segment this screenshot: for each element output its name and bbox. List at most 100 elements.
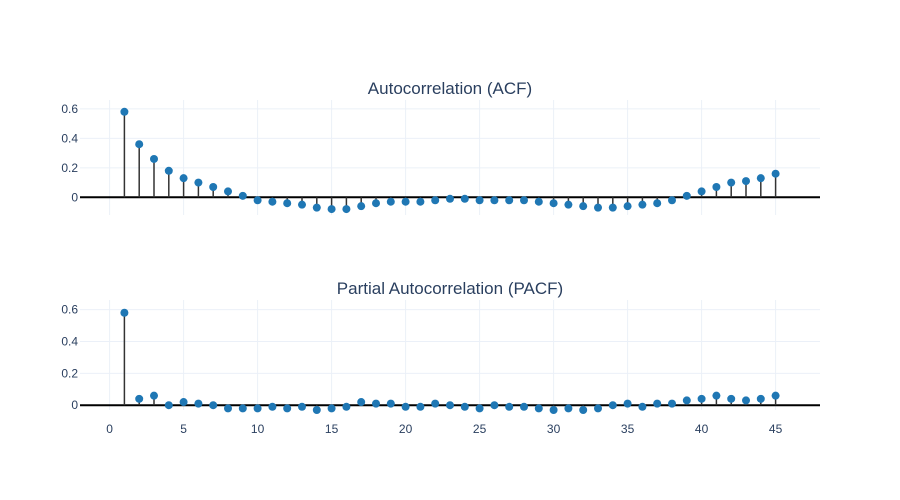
pacf-point — [164, 401, 173, 410]
acf-ytick-label: 0.6 — [61, 102, 78, 116]
acf-title: Autocorrelation (ACF) — [368, 79, 532, 98]
pacf-point — [564, 404, 573, 413]
acf-point — [579, 202, 588, 211]
pacf-point — [209, 401, 218, 410]
pacf-point — [534, 404, 543, 413]
acf-point — [475, 196, 484, 205]
acf-point — [253, 196, 262, 205]
pacf-point — [682, 396, 691, 405]
pacf-xtick-label: 20 — [399, 422, 413, 436]
pacf-xtick-label: 30 — [547, 422, 561, 436]
acf-point — [401, 197, 410, 206]
pacf-xtick-label: 0 — [106, 422, 113, 436]
acf-point — [520, 196, 528, 205]
pacf-point — [416, 402, 425, 411]
acf-point — [638, 200, 647, 209]
acf-ytick-label: 0 — [71, 190, 78, 204]
pacf-point — [431, 399, 440, 408]
pacf-point — [594, 404, 602, 413]
acf-point — [564, 200, 573, 209]
pacf-point — [283, 404, 292, 413]
pacf-point — [312, 406, 321, 414]
acf-point — [327, 205, 336, 214]
acf-point — [623, 202, 632, 211]
acf-point — [357, 202, 366, 211]
pacf-point — [401, 402, 410, 411]
pacf-xtick-label: 15 — [325, 422, 339, 436]
acf-point — [238, 191, 247, 200]
acf-point — [727, 178, 736, 187]
pacf-point — [475, 404, 484, 413]
pacf-point — [238, 404, 247, 413]
pacf-point — [224, 404, 232, 413]
acf-point — [209, 182, 218, 191]
acf-point — [431, 196, 440, 205]
pacf-xtick-label: 5 — [180, 422, 187, 436]
acf-point — [298, 200, 306, 209]
pacf-point — [638, 402, 647, 411]
acf-point — [756, 174, 765, 183]
acf-ytick-label: 0.4 — [61, 131, 78, 145]
pacf-point — [120, 308, 129, 317]
acf-point — [608, 203, 617, 212]
pacf-point — [446, 401, 454, 410]
pacf-point — [342, 402, 351, 411]
pacf-ytick-label: 0.2 — [61, 366, 78, 380]
acf-point — [120, 107, 129, 116]
acf-point — [697, 187, 706, 196]
acf-point — [534, 197, 543, 206]
pacf-point — [668, 399, 676, 408]
acf-point — [460, 194, 469, 203]
acf-point — [283, 199, 292, 208]
pacf-point — [742, 396, 750, 405]
pacf-point — [520, 402, 528, 411]
acf-point — [653, 199, 662, 208]
acf-point — [179, 174, 188, 183]
pacf-ytick-label: 0.6 — [61, 303, 78, 317]
pacf-panel: Partial Autocorrelation (PACF) 0 0.2 0.4 0.… — [61, 279, 820, 436]
acf-point — [312, 203, 321, 212]
acf-point — [372, 199, 380, 208]
pacf-point — [135, 394, 144, 403]
pacf-point — [179, 398, 188, 407]
pacf-point — [771, 391, 780, 400]
pacf-point — [372, 399, 380, 408]
acf-point — [712, 182, 721, 191]
pacf-point — [727, 394, 736, 403]
pacf-point — [579, 406, 588, 414]
acf-panel: Autocorrelation (ACF) 0 0.2 0.4 0.6 — [61, 79, 820, 215]
pacf-point — [298, 402, 306, 411]
acf-point — [416, 197, 425, 206]
pacf-xtick-label: 25 — [473, 422, 487, 436]
pacf-point — [608, 401, 617, 410]
acf-point — [490, 196, 499, 205]
pacf-point — [150, 391, 158, 400]
acf-point — [742, 177, 750, 186]
pacf-point — [268, 402, 277, 411]
pacf-point — [756, 394, 765, 403]
pacf-ytick-label: 0 — [71, 398, 78, 412]
acf-point — [505, 196, 514, 205]
pacf-point — [194, 399, 203, 408]
pacf-point — [357, 398, 366, 407]
acf-point — [194, 178, 203, 187]
acf-ytick-label: 0.2 — [61, 161, 78, 175]
acf-point — [135, 140, 144, 149]
acf-point — [386, 197, 395, 206]
acf-point — [682, 191, 691, 200]
pacf-point — [697, 394, 706, 403]
pacf-point — [490, 401, 499, 410]
pacf-point — [653, 399, 662, 408]
pacf-point — [253, 404, 262, 413]
pacf-ytick-label: 0.4 — [61, 334, 78, 348]
acf-point — [594, 203, 602, 212]
acf-point — [268, 197, 277, 206]
acf-point — [771, 169, 780, 178]
pacf-title: Partial Autocorrelation (PACF) — [337, 279, 563, 298]
pacf-point — [505, 402, 514, 411]
pacf-point — [460, 402, 469, 411]
acf-point — [446, 194, 454, 203]
pacf-point — [386, 399, 395, 408]
acf-point — [342, 205, 351, 214]
